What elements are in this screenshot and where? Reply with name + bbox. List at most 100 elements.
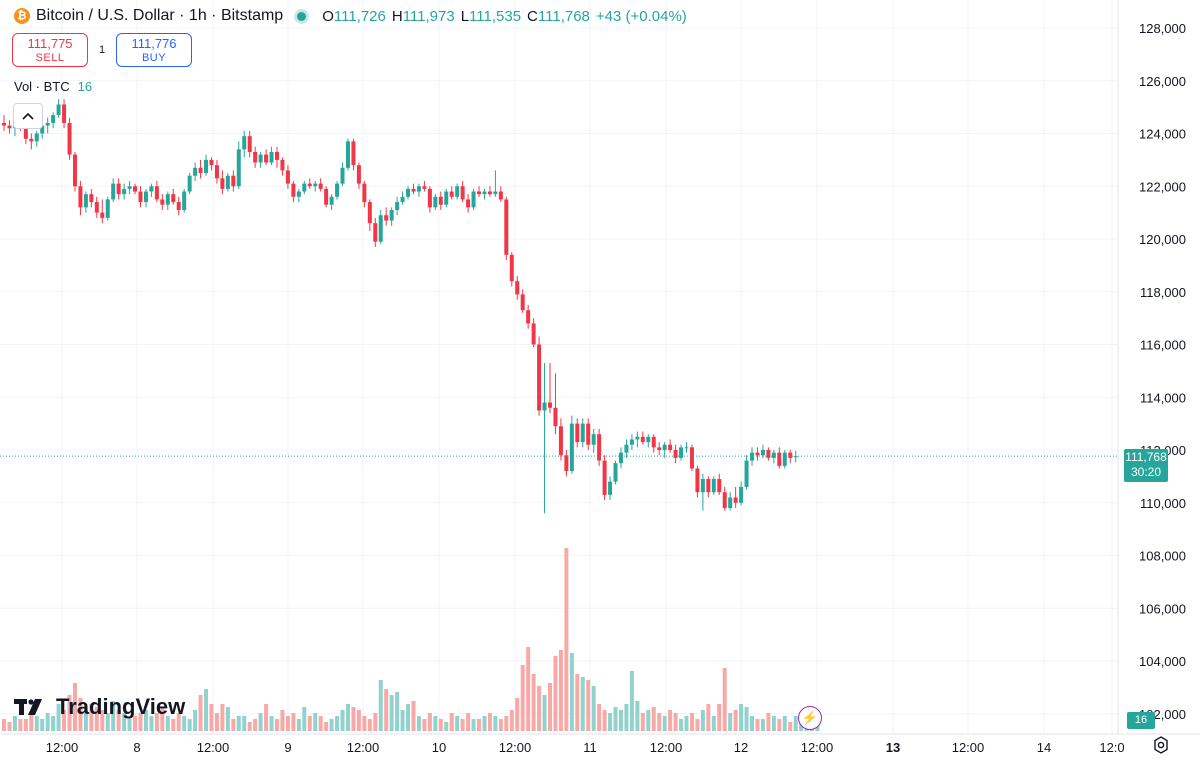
candle-body	[449, 191, 454, 197]
bitcoin-icon[interactable]: ₿	[14, 8, 30, 24]
volume-bar	[78, 698, 83, 731]
candle-body	[526, 310, 531, 324]
volume-bar	[553, 656, 558, 731]
volume-bar	[307, 716, 312, 731]
candle	[182, 188, 187, 213]
candle-body	[100, 212, 105, 218]
candle-body	[493, 191, 498, 195]
volume-bar	[171, 719, 176, 731]
volume-bar	[569, 653, 574, 731]
time-axis[interactable]: 12:00 8 12:00 9 12:00 10 12:00 11 12:00 12 12:00 13…	[46, 740, 1125, 755]
volume-bar	[7, 722, 12, 731]
candle	[668, 439, 673, 453]
volume-bar	[597, 704, 602, 731]
candle-body	[777, 452, 782, 466]
candle-body	[171, 194, 176, 203]
volume-bar	[706, 704, 711, 731]
candle-body	[373, 223, 378, 242]
candle	[34, 130, 39, 147]
candle-body	[400, 196, 405, 203]
candle	[695, 465, 700, 498]
chart-grid	[0, 0, 1118, 734]
candle-body	[204, 159, 209, 174]
candle	[94, 196, 99, 218]
volume-bar	[313, 713, 318, 731]
market-status-dot[interactable]	[297, 11, 307, 21]
volume-bar	[362, 716, 367, 731]
candle-body	[2, 122, 6, 126]
candle	[471, 188, 476, 210]
gear-icon[interactable]	[1152, 736, 1170, 754]
candle-body	[711, 479, 716, 493]
volume-bar	[482, 716, 487, 731]
buy-price: 111,776	[131, 36, 177, 51]
time-axis-label: 12:00	[952, 740, 985, 755]
volume-bar	[40, 719, 45, 731]
candle-body	[269, 151, 274, 163]
candle-body	[220, 178, 225, 189]
volume-bar	[264, 704, 269, 731]
candle	[7, 120, 12, 134]
candle	[640, 431, 645, 445]
candle	[138, 186, 143, 208]
candle	[515, 275, 520, 300]
buy-button[interactable]: 111,776 BUY	[116, 33, 192, 67]
volume-bar	[406, 704, 411, 731]
time-axis-label: 10	[432, 740, 446, 755]
volume-legend[interactable]: Vol · BTC 16	[14, 79, 92, 94]
candle-body	[335, 183, 340, 197]
volume-bar	[684, 716, 689, 731]
candle	[269, 146, 274, 166]
volume-bar	[384, 689, 389, 731]
time-axis-label: 12:00	[650, 740, 683, 755]
candle	[51, 112, 56, 129]
volume-bar	[231, 719, 236, 731]
sell-button[interactable]: 111,775 SELL	[12, 33, 88, 67]
time-axis-label: 12:00	[197, 740, 230, 755]
price-axis[interactable]: 128,000 126,000 124,000 122,000 120,000 118,0…	[1139, 21, 1186, 722]
volume-bar	[351, 707, 356, 731]
candle	[389, 207, 394, 226]
candle	[766, 447, 771, 461]
volume-bar	[548, 683, 552, 731]
candle-body	[296, 191, 301, 197]
volume-bar	[679, 719, 684, 731]
tradingview-logo[interactable]: TradingView	[14, 694, 185, 720]
lightning-icon: ⚡	[801, 710, 819, 725]
volume-bar	[160, 707, 165, 731]
candle-body	[717, 479, 722, 493]
candle	[165, 191, 170, 210]
volume-bar	[717, 704, 722, 731]
volume-bar	[83, 710, 88, 731]
buy-label: BUY	[141, 52, 167, 64]
tradingview-logo-text: TradingView	[56, 694, 186, 719]
collapse-legend-button[interactable]	[13, 103, 43, 129]
symbol-title[interactable]: Bitcoin / U.S. Dollar · 1h · Bitstamp	[36, 7, 284, 24]
candle-body	[733, 497, 738, 503]
volume-bar	[302, 707, 307, 731]
candle-body	[78, 186, 83, 208]
candle-body	[329, 196, 334, 205]
candle-body	[182, 191, 187, 210]
candle-body	[7, 125, 12, 129]
candle	[771, 450, 776, 464]
volume-bar	[635, 701, 640, 731]
candle-body	[444, 191, 449, 205]
volume-bar	[324, 722, 329, 731]
volume-bar	[750, 716, 755, 731]
close-key: C	[527, 7, 538, 25]
volume-bar	[542, 695, 547, 731]
candle-body	[318, 183, 323, 189]
volume-bar	[777, 719, 782, 731]
volume-bar	[618, 710, 623, 731]
candle	[356, 162, 361, 189]
lightning-button[interactable]: ⚡	[798, 706, 822, 730]
candle	[449, 186, 454, 200]
candle-body	[689, 447, 694, 469]
candle-body	[94, 202, 99, 213]
volume-bar	[771, 716, 776, 731]
candle-body	[755, 452, 760, 456]
volume-bar	[335, 716, 340, 731]
candle-body	[160, 199, 165, 205]
